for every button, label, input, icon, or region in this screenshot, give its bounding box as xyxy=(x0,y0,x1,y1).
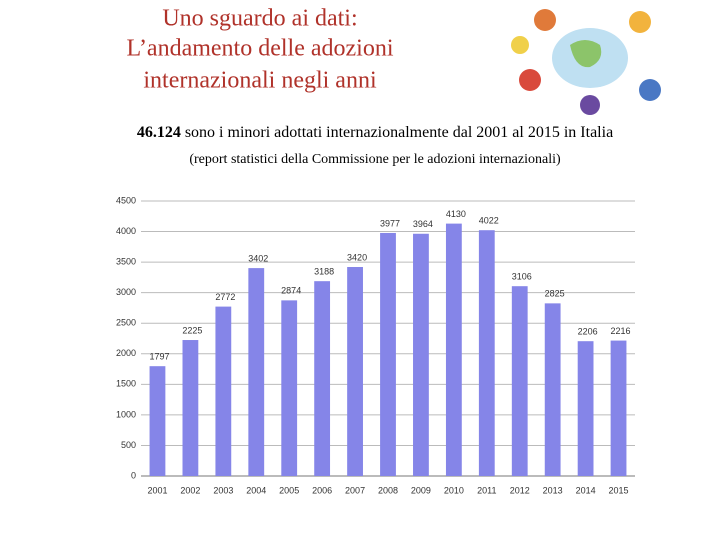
value-label: 3106 xyxy=(512,272,532,282)
bar xyxy=(511,286,528,476)
title-line: L’andamento delle adozioni xyxy=(126,36,393,62)
value-label: 4130 xyxy=(446,209,466,219)
bar xyxy=(478,230,495,476)
bar xyxy=(281,300,298,476)
x-tick-label: 2006 xyxy=(312,485,332,495)
x-tick-label: 2002 xyxy=(180,485,200,495)
x-tick-label: 2005 xyxy=(279,485,299,495)
bar xyxy=(544,303,561,476)
bar xyxy=(149,366,166,476)
value-label: 2825 xyxy=(545,289,565,299)
y-tick-label: 0 xyxy=(131,470,136,480)
value-label: 3188 xyxy=(314,267,334,277)
x-tick-label: 2009 xyxy=(411,485,431,495)
value-label: 3420 xyxy=(347,252,367,262)
children-globe-illustration xyxy=(511,9,661,115)
y-tick-label: 1500 xyxy=(116,379,136,389)
y-tick-label: 4500 xyxy=(116,195,136,205)
source: (report statistici della Commissione per… xyxy=(189,152,561,167)
bar xyxy=(182,340,199,476)
title-line: internazionali negli anni xyxy=(143,68,377,94)
value-label: 3402 xyxy=(248,253,268,263)
x-tick-label: 2008 xyxy=(378,485,398,495)
y-tick-label: 2000 xyxy=(116,348,136,358)
value-label: 2225 xyxy=(182,325,202,335)
value-label: 4022 xyxy=(479,216,499,226)
headline-text: sono i minori adottati internazionalment… xyxy=(185,124,613,141)
headline-number: 46.124 xyxy=(137,124,181,141)
x-tick-label: 2007 xyxy=(345,485,365,495)
x-tick-label: 2011 xyxy=(477,485,496,495)
bar xyxy=(380,232,396,476)
x-tick-label: 2003 xyxy=(213,485,233,495)
x-tick-label: 2013 xyxy=(543,485,563,495)
value-label: 1797 xyxy=(149,352,169,362)
bar xyxy=(445,223,462,476)
value-label: 3964 xyxy=(413,219,433,229)
y-tick-label: 500 xyxy=(121,440,136,450)
y-tick-label: 2500 xyxy=(116,318,136,328)
y-tick-label: 3000 xyxy=(116,287,136,297)
x-tick-label: 2001 xyxy=(147,485,167,495)
value-label: 3977 xyxy=(380,218,400,228)
bar xyxy=(215,306,232,476)
y-tick-label: 4000 xyxy=(116,226,136,236)
value-label: 2772 xyxy=(215,292,235,302)
title-line: Uno sguardo ai dati: xyxy=(162,6,357,32)
bar xyxy=(610,340,627,476)
bar xyxy=(347,267,363,476)
x-tick-label: 2012 xyxy=(510,485,530,495)
x-tick-label: 2014 xyxy=(576,485,596,495)
x-tick-label: 2004 xyxy=(246,485,266,495)
y-tick-label: 3500 xyxy=(116,256,136,266)
x-tick-label: 2015 xyxy=(609,485,629,495)
bar xyxy=(413,233,429,476)
value-label: 2216 xyxy=(611,326,631,336)
bar xyxy=(248,268,265,476)
headline: 46.124 sono i minori adottati internazio… xyxy=(137,124,613,141)
value-label: 2206 xyxy=(578,327,598,337)
y-tick-label: 1000 xyxy=(116,409,136,419)
x-tick-label: 2010 xyxy=(444,485,464,495)
value-label: 2874 xyxy=(281,286,301,296)
bar xyxy=(314,281,331,476)
bar xyxy=(577,341,594,476)
